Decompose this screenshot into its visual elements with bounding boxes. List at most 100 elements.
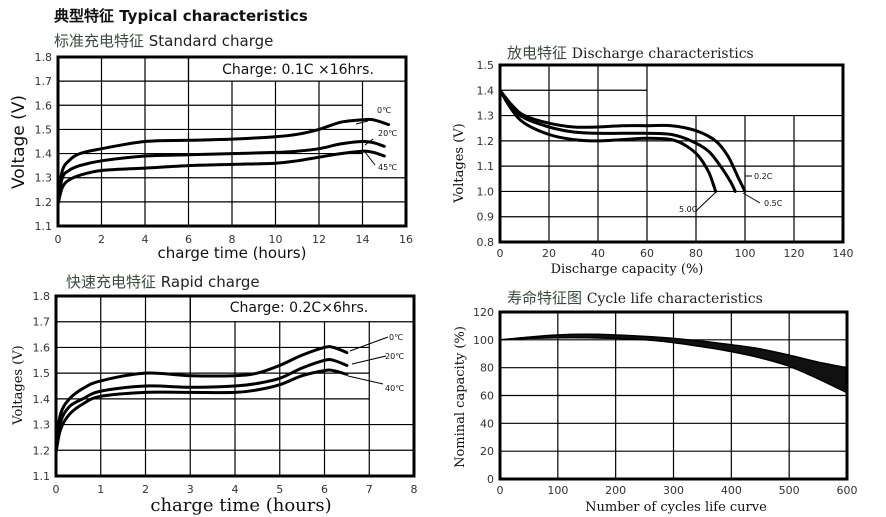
series-line-0 xyxy=(56,117,391,199)
x-tick-label: 7 xyxy=(366,483,373,496)
y-axis-label: Voltage (V) xyxy=(9,95,29,189)
series-line-45 xyxy=(56,149,386,206)
x-tick-label: 4 xyxy=(142,233,149,246)
x-tick-label: 2 xyxy=(98,233,105,246)
series-leader-line xyxy=(349,336,389,352)
x-axis-label: Discharge capacity (%) xyxy=(551,262,704,277)
grid xyxy=(58,57,406,226)
series-leader-line xyxy=(355,120,369,125)
series-label: 5.0C xyxy=(679,205,698,214)
x-axis-label: charge time (hours) xyxy=(158,244,307,262)
chart-title: 放电特征 Discharge characteristics xyxy=(507,44,754,62)
y-tick-label: 1.4 xyxy=(477,84,495,97)
plot-frame xyxy=(54,294,416,478)
series-label: 0℃ xyxy=(377,106,391,115)
series-line-0.5C xyxy=(498,88,737,193)
discharge-chart: 放电特征 Discharge characteristics 0.2C 0.5C 5.… xyxy=(452,44,854,277)
series-leader-line xyxy=(695,191,717,212)
series-leader-line xyxy=(742,192,761,204)
y-tick-label: 0 xyxy=(487,473,494,486)
y-tick-label: 60 xyxy=(480,390,494,403)
page-heading: 典型特征 Typical characteristics xyxy=(54,7,308,25)
x-tick-label: 300 xyxy=(663,484,684,497)
plot-frame xyxy=(56,55,408,228)
x-axis-label: charge time (hours) xyxy=(150,495,331,516)
y-tick-label: 1.2 xyxy=(35,196,53,209)
series-line-lower xyxy=(499,336,848,394)
grid xyxy=(500,65,843,242)
x-tick-label: 14 xyxy=(356,233,370,246)
series-line-0 xyxy=(54,345,349,447)
series-label: 0℃ xyxy=(389,333,403,342)
chart-title-cn: 放电特征 xyxy=(507,44,572,62)
y-tick-label: 1.1 xyxy=(35,220,53,233)
plot-frame xyxy=(498,63,845,244)
x-tick-label: 100 xyxy=(735,247,756,260)
y-tick-label: 1.5 xyxy=(35,123,53,136)
cycle-life-chart: 寿命特征图 Cycle life characteristics 0 20 40 60 8… xyxy=(453,289,858,515)
x-axis-label: Number of cycles life curve xyxy=(585,500,767,515)
y-tick-label: 1.8 xyxy=(33,290,51,303)
y-tick-label: 1.4 xyxy=(35,148,53,161)
y-axis-label: Nominal capacity (%) xyxy=(453,326,468,468)
y-tick-label: 1.3 xyxy=(477,110,495,123)
y-tick-label: 1.2 xyxy=(33,444,51,457)
series-line-40 xyxy=(54,368,349,455)
y-tick-label: 80 xyxy=(480,362,494,375)
series-label: 20℃ xyxy=(378,129,397,138)
x-tick-label: 6 xyxy=(185,233,192,246)
y-tick-label: 1.5 xyxy=(33,367,51,380)
y-tick-label: 120 xyxy=(473,306,494,319)
series-leader-line xyxy=(347,375,384,385)
x-tick-label: 0 xyxy=(497,484,504,497)
y-tick-label: 0.8 xyxy=(477,236,495,249)
chart-title-en: Cycle life characteristics xyxy=(587,291,763,307)
x-tick-label: 40 xyxy=(591,247,605,260)
charge-annotation: Charge: 0.1C ×16hrs. xyxy=(222,62,374,78)
x-tick-label: 0 xyxy=(497,247,504,260)
y-tick-label: 40 xyxy=(480,417,494,430)
x-tick-label: 2 xyxy=(142,483,149,496)
x-tick-label: 200 xyxy=(605,484,626,497)
x-tick-label: 6 xyxy=(321,483,328,496)
x-tick-label: 8 xyxy=(411,483,418,496)
series-label: 0.5C xyxy=(764,199,783,208)
x-tick-label: 400 xyxy=(721,484,742,497)
y-tick-label: 1.8 xyxy=(35,51,53,64)
x-tick-label: 140 xyxy=(833,247,854,260)
x-tick-label: 600 xyxy=(837,484,858,497)
series-label: 45℃ xyxy=(378,163,397,172)
x-tick-label: 12 xyxy=(312,233,326,246)
series-line-upper xyxy=(499,333,848,369)
y-tick-label: 1.7 xyxy=(33,316,51,329)
y-tick-label: 1.6 xyxy=(35,99,53,112)
chart-title: 快速充电特征 Rapid charge xyxy=(66,273,260,291)
rapid-charge-chart: 快速充电特征 Rapid charge Charge: 0.2C×6hrs. 0℃ 2… xyxy=(11,273,418,516)
series-line-5.0C xyxy=(498,88,718,193)
series-leader-line xyxy=(351,355,387,365)
x-tick-label: 60 xyxy=(640,247,654,260)
y-tick-label: 1.7 xyxy=(35,75,53,88)
x-tick-label: 0 xyxy=(53,483,60,496)
x-tick-label: 8 xyxy=(229,233,236,246)
y-tick-label: 1.5 xyxy=(477,59,495,72)
chart-title-en: Rapid charge xyxy=(161,273,260,291)
x-tick-label: 120 xyxy=(784,247,805,260)
x-tick-label: 3 xyxy=(187,483,194,496)
x-tick-label: 80 xyxy=(689,247,703,260)
chart-title: 标准充电特征 Standard charge xyxy=(54,32,273,50)
series-label: 0.2C xyxy=(754,172,773,181)
x-tick-label: 0 xyxy=(55,233,62,246)
series-label: 20℃ xyxy=(385,352,404,361)
chart-title-cn: 快速充电特征 xyxy=(66,273,161,291)
series-leader-line xyxy=(364,138,374,146)
y-tick-label: 1.2 xyxy=(477,135,495,148)
chart-title-cn: 寿命特征图 xyxy=(507,289,587,307)
x-tick-label: 500 xyxy=(779,484,800,497)
series-line-20 xyxy=(56,139,386,204)
standard-charge-chart: 标准充电特征 Standard charge Charge: 0.1C ×16hr… xyxy=(9,32,413,262)
chart-title-en: Discharge characteristics xyxy=(572,46,754,62)
y-tick-label: 20 xyxy=(480,445,494,458)
charge-annotation: Charge: 0.2C×6hrs. xyxy=(230,300,368,316)
